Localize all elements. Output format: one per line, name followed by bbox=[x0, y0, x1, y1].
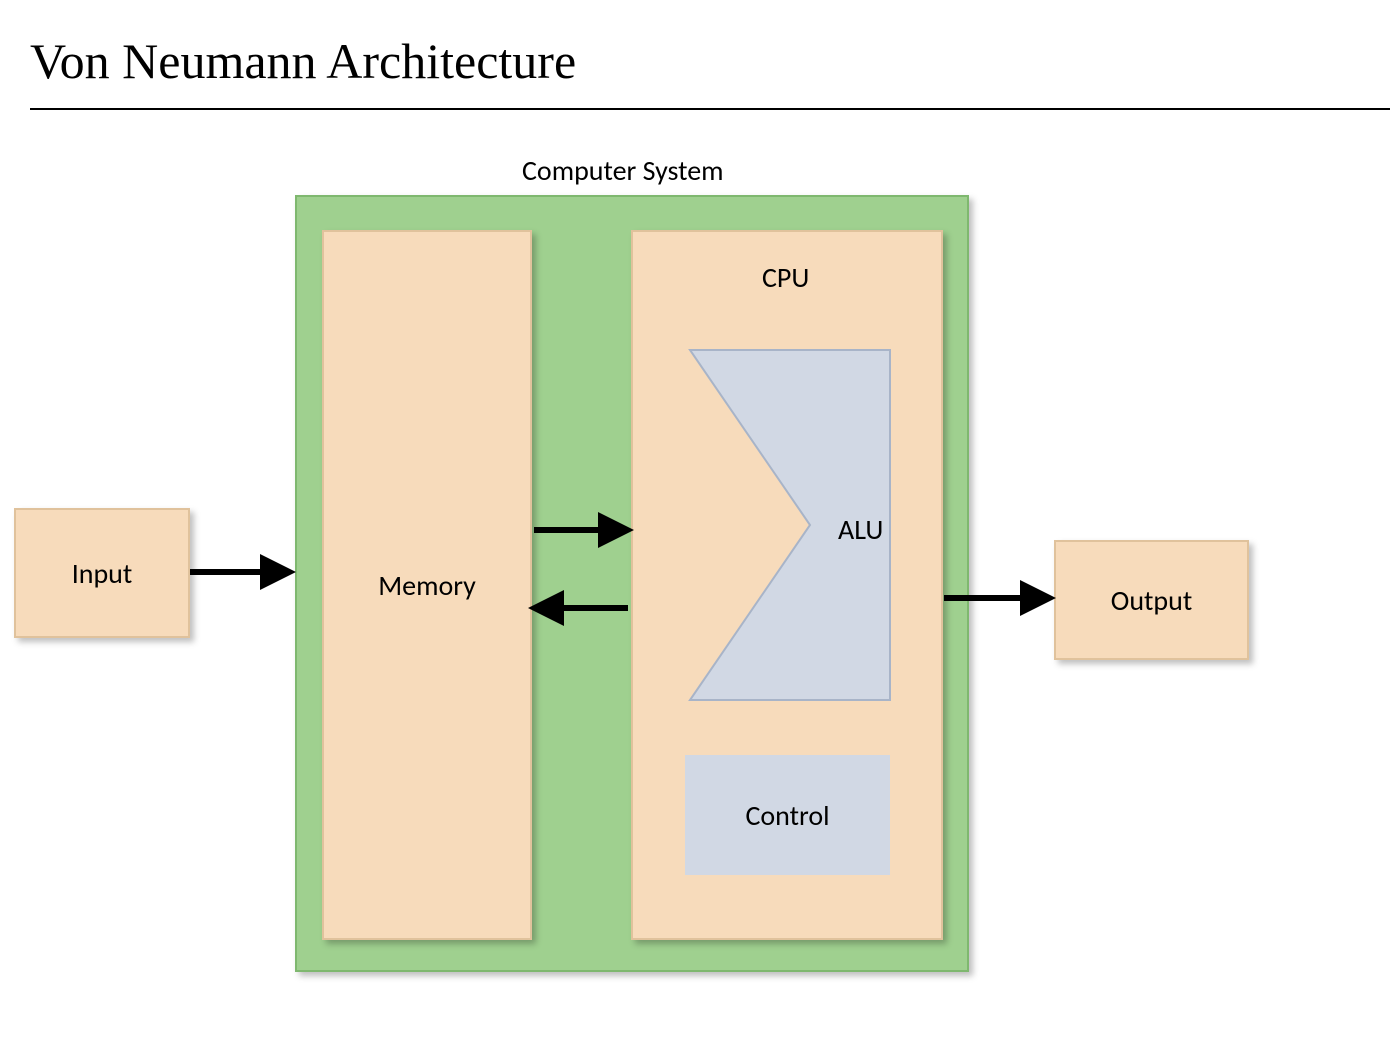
input-label: Input bbox=[72, 556, 133, 591]
cpu-label: CPU bbox=[762, 260, 809, 295]
control-label: Control bbox=[745, 798, 829, 833]
memory-block: Memory bbox=[322, 230, 532, 940]
diagram-stage: Von Neumann Architecture Computer System… bbox=[0, 0, 1400, 1039]
memory-label: Memory bbox=[378, 568, 476, 603]
system-caption: Computer System bbox=[522, 153, 724, 188]
output-label: Output bbox=[1111, 583, 1192, 618]
alu-label: ALU bbox=[838, 512, 883, 547]
input-block: Input bbox=[14, 508, 190, 638]
title-rule bbox=[30, 108, 1390, 110]
control-block: Control bbox=[685, 755, 890, 875]
page-title: Von Neumann Architecture bbox=[30, 32, 576, 90]
output-block: Output bbox=[1054, 540, 1249, 660]
